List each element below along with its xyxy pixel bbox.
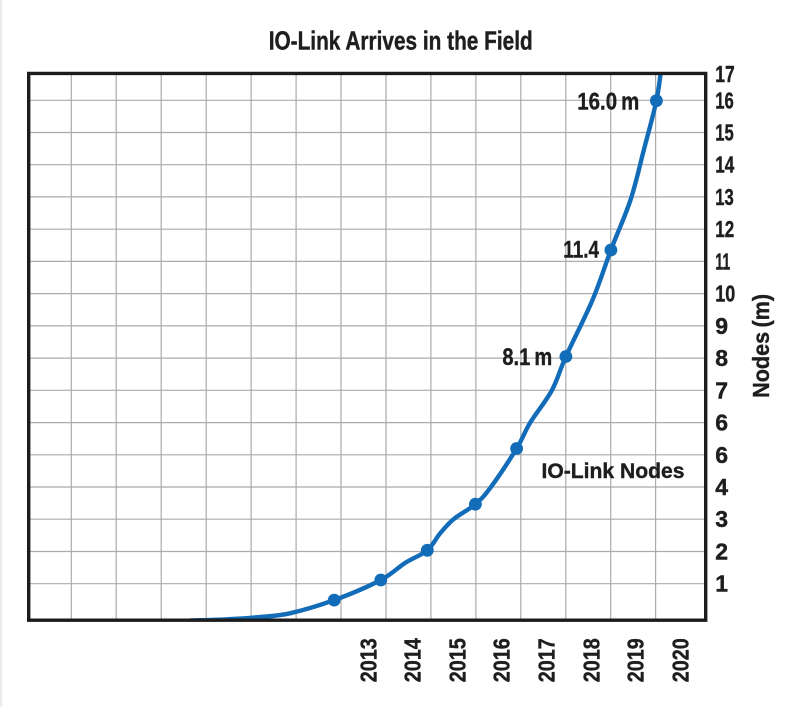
svg-text:2015: 2015	[444, 638, 470, 682]
svg-text:4: 4	[715, 474, 728, 500]
svg-text:1: 1	[715, 571, 728, 597]
svg-text:16.0 m: 16.0 m	[577, 88, 639, 115]
svg-text:11.4: 11.4	[563, 237, 599, 264]
svg-text:14: 14	[715, 152, 734, 178]
svg-text:10: 10	[715, 281, 735, 307]
svg-text:2016: 2016	[489, 638, 515, 682]
svg-text:13: 13	[715, 184, 734, 210]
svg-text:IO-Link Arrives in the Field: IO-Link Arrives in the Field	[269, 27, 533, 55]
svg-text:7: 7	[715, 377, 728, 403]
svg-text:2019: 2019	[623, 638, 649, 682]
svg-text:2017: 2017	[534, 638, 560, 682]
svg-text:15: 15	[715, 120, 734, 146]
svg-text:Nodes (m): Nodes (m)	[748, 294, 774, 398]
svg-text:2020: 2020	[667, 638, 693, 682]
svg-text:11: 11	[715, 248, 730, 274]
svg-text:17: 17	[715, 61, 735, 87]
svg-text:2: 2	[715, 539, 728, 565]
svg-text:6: 6	[715, 442, 728, 468]
svg-text:IO-Link Nodes: IO-Link Nodes	[542, 459, 685, 483]
svg-text:9: 9	[715, 313, 728, 339]
svg-text:12: 12	[715, 216, 734, 242]
svg-text:2013: 2013	[355, 638, 381, 682]
svg-text:8: 8	[715, 345, 728, 371]
svg-text:6: 6	[715, 410, 728, 436]
svg-text:8.1 m: 8.1 m	[502, 344, 552, 371]
svg-text:3: 3	[715, 506, 728, 532]
svg-text:16: 16	[715, 88, 734, 114]
svg-text:2018: 2018	[578, 638, 604, 682]
svg-text:2014: 2014	[400, 638, 426, 682]
